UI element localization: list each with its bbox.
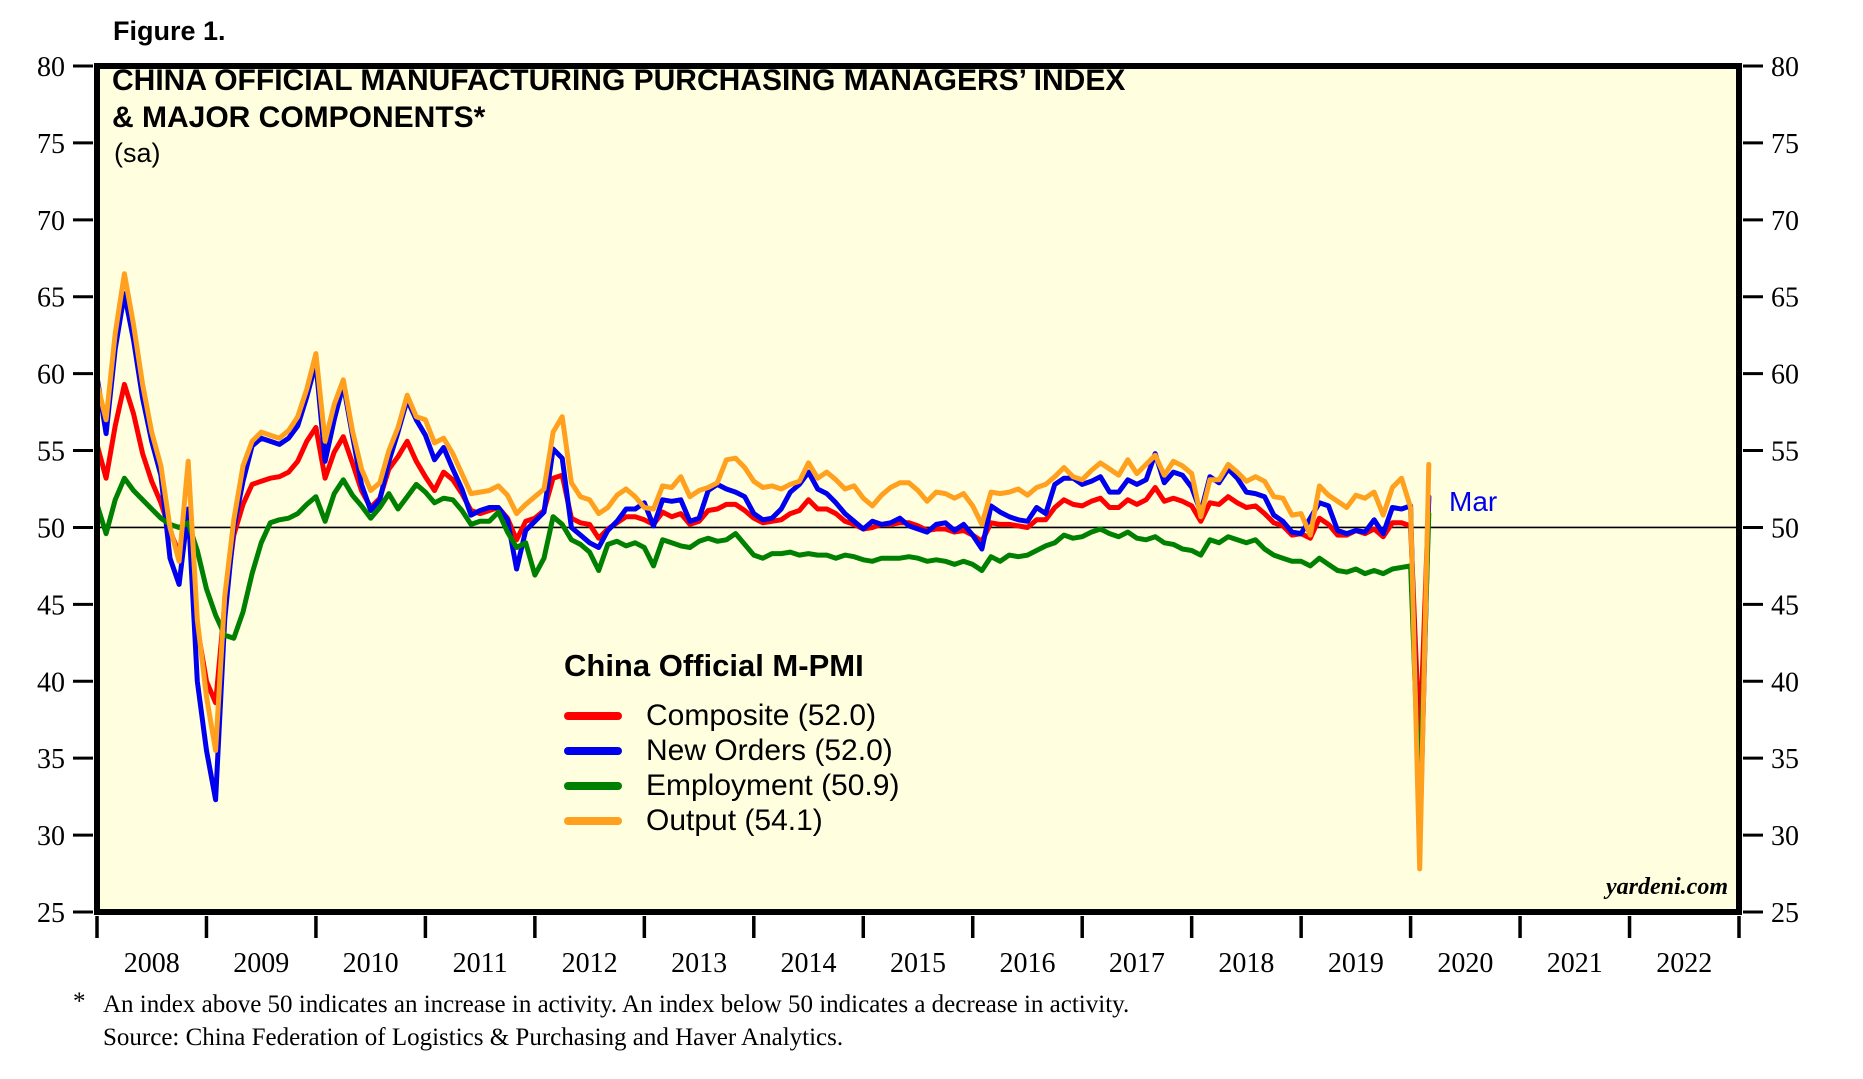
legend-item-label: Output (54.1) — [646, 803, 823, 837]
series-line-employment — [94, 475, 1432, 810]
y-axis-label-right: 30 — [1771, 821, 1799, 852]
y-axis-label-left: 55 — [37, 437, 65, 468]
chart-title-line1: CHINA OFFICIAL MANUFACTURING PURCHASING … — [112, 64, 1126, 97]
footnote-line1: An index above 50 indicates an increase … — [103, 991, 1130, 1018]
legend-item-new-orders: New Orders (52.0) — [564, 733, 899, 768]
new-orders-line-swatch — [564, 746, 622, 755]
output-line-swatch — [564, 816, 622, 825]
y-axis-label-right: 60 — [1771, 360, 1799, 391]
y-axis-label-right: 25 — [1771, 898, 1799, 929]
figure-label: Figure 1. — [113, 16, 226, 46]
series-line-output — [94, 271, 1432, 872]
series-line-composite — [94, 381, 1432, 750]
footnote-asterisk: * — [73, 988, 86, 1015]
legend-item-label: Employment (50.9) — [646, 768, 900, 802]
legend-item-output: Output (54.1) — [564, 803, 899, 838]
composite-line-swatch — [564, 711, 622, 720]
y-axis-label-right: 55 — [1771, 437, 1799, 468]
footnote: * An index above 50 indicates an increas… — [73, 988, 1129, 1054]
footnote-line2: Source: China Federation of Logistics & … — [103, 1024, 844, 1051]
y-axis-label-left: 35 — [37, 744, 65, 775]
y-axis-label-left: 25 — [37, 898, 65, 929]
y-axis-label-left: 40 — [37, 667, 65, 698]
x-axis-year-label: 2016 — [999, 948, 1055, 979]
x-axis-year-label: 2014 — [781, 948, 837, 979]
x-axis-year-label: 2020 — [1437, 948, 1493, 979]
x-axis-year-label: 2015 — [890, 948, 946, 979]
chart-subtitle: (sa) — [114, 138, 161, 168]
y-axis-label-left: 50 — [37, 513, 65, 544]
legend-item-composite: Composite (52.0) — [564, 698, 899, 733]
x-axis-year-label: 2022 — [1656, 948, 1712, 979]
x-axis-year-label: 2013 — [671, 948, 727, 979]
employment-line-swatch — [564, 781, 622, 790]
y-axis-label-right: 65 — [1771, 283, 1799, 314]
y-axis-label-left: 80 — [37, 52, 65, 83]
x-axis-year-label: 2017 — [1109, 948, 1165, 979]
x-axis-year-label: 2019 — [1328, 948, 1384, 979]
chart-title: CHINA OFFICIAL MANUFACTURING PURCHASING … — [112, 62, 1125, 136]
y-axis-label-right: 40 — [1771, 667, 1799, 698]
legend-title: China Official M-PMI — [564, 648, 864, 683]
y-axis-label-right: 70 — [1771, 206, 1799, 237]
x-axis-year-label: 2018 — [1218, 948, 1274, 979]
legend-item-label: Composite (52.0) — [646, 698, 877, 732]
x-axis-year-label: 2008 — [124, 948, 180, 979]
legend-item-employment: Employment (50.9) — [564, 768, 899, 803]
y-axis-label-right: 80 — [1771, 52, 1799, 83]
y-axis-label-right: 50 — [1771, 513, 1799, 544]
y-axis-label-right: 45 — [1771, 590, 1799, 621]
x-axis-year-label: 2021 — [1547, 948, 1603, 979]
y-axis-label-right: 75 — [1771, 129, 1799, 160]
x-axis-year-label: 2012 — [562, 948, 618, 979]
x-axis-year-label: 2010 — [343, 948, 399, 979]
y-axis-label-left: 45 — [37, 590, 65, 621]
chart-title-line2: & MAJOR COMPONENTS* — [112, 101, 486, 134]
watermark-yardeni: yardeni.com — [1606, 874, 1728, 900]
y-axis-label-right: 35 — [1771, 744, 1799, 775]
y-axis-label-left: 60 — [37, 360, 65, 391]
footnote-text: An index above 50 indicates an increase … — [103, 988, 1129, 1054]
y-axis-label-left: 70 — [37, 206, 65, 237]
legend: China Official M-PMI Composite (52.0) Ne… — [564, 648, 899, 838]
plot-border — [94, 63, 1742, 915]
legend-item-label: New Orders (52.0) — [646, 733, 893, 767]
y-axis-label-left: 65 — [37, 283, 65, 314]
y-axis-label-left: 30 — [37, 821, 65, 852]
mar-annotation: Mar — [1449, 486, 1498, 517]
x-axis-year-label: 2011 — [453, 948, 508, 979]
x-axis-year-label: 2009 — [233, 948, 289, 979]
y-axis-label-left: 75 — [37, 129, 65, 160]
